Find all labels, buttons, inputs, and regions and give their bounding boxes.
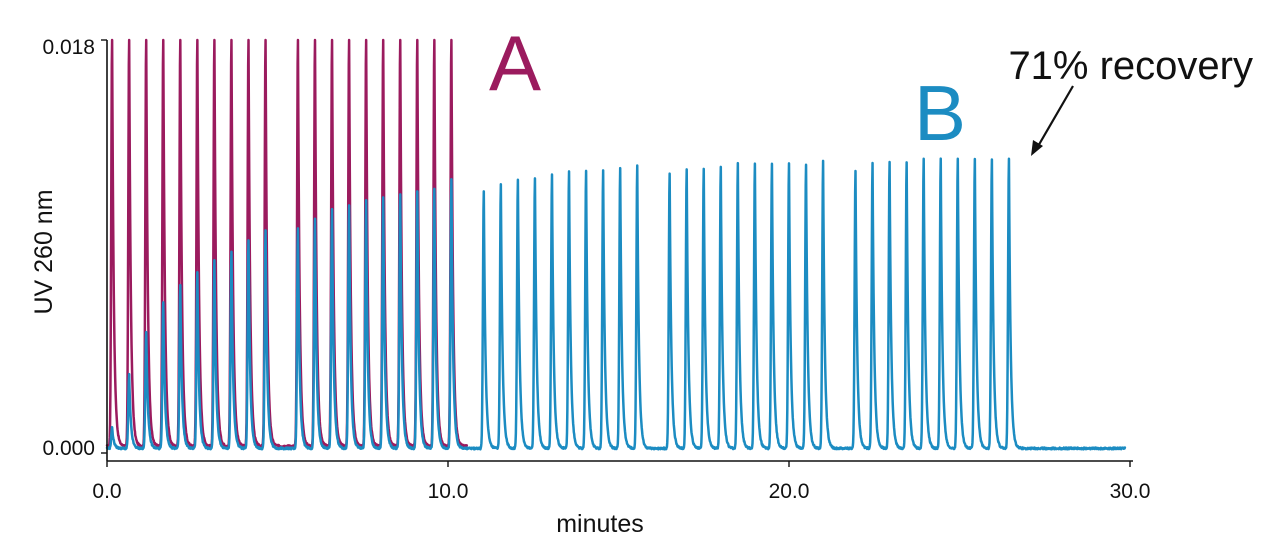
x-tick-label: 20.0 xyxy=(769,480,810,503)
recovery-annotation: 71% recovery xyxy=(1008,44,1253,88)
y-tick-label: 0.000 xyxy=(42,437,95,460)
y-tick-label: 0.018 xyxy=(42,36,95,59)
y-axis-title: UV 260 nm xyxy=(30,189,58,314)
recovery-arrow xyxy=(1031,85,1074,156)
x-tick-label: 0.0 xyxy=(92,480,121,503)
series-b-trace xyxy=(105,157,1127,451)
series-a-label: A xyxy=(489,19,541,107)
traces-group xyxy=(105,38,1127,451)
x-axis-title: minutes xyxy=(556,510,644,538)
ticks-group: 0.0 10.0 20.0 30.0 0.000 0.018 xyxy=(42,36,1150,503)
series-b-label: B xyxy=(914,69,966,157)
x-tick-label: 10.0 xyxy=(428,480,469,503)
x-tick-label: 30.0 xyxy=(1110,480,1151,503)
